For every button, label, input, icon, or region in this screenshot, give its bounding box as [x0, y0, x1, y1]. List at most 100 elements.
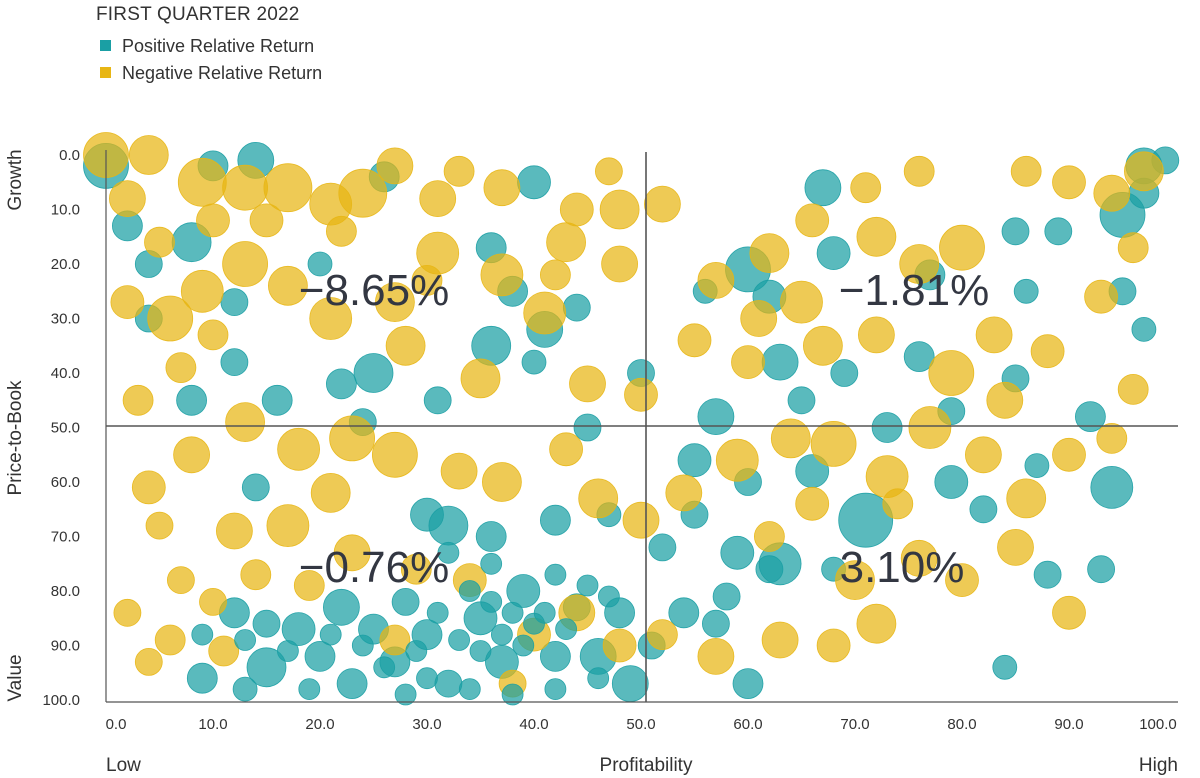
positive-point-2-0: [458, 580, 481, 602]
negative-point-1-78: [400, 553, 432, 585]
negative-point-1-118: [166, 566, 195, 594]
negative-point-1-31: [309, 297, 353, 340]
negative-point-1-64: [1052, 437, 1086, 472]
quadrant-bottom-right-value: 3.10%: [840, 543, 965, 592]
negative-point-1-9: [419, 180, 457, 218]
positive-point-0-13: [697, 398, 735, 436]
legend-swatch-positive: [100, 40, 111, 51]
positive-point-0-64: [434, 669, 463, 698]
positive-point-0-32: [1024, 453, 1050, 479]
positive-point-2-8: [533, 601, 556, 624]
negative-point-1-50: [371, 431, 418, 478]
negative-point-1-59: [810, 420, 857, 467]
positive-point-0-47: [540, 504, 571, 536]
negative-point-1-62: [965, 436, 1002, 474]
negative-point-1-25: [1084, 279, 1118, 314]
negative-point-1-38: [624, 377, 658, 412]
positive-point-2-16: [598, 585, 620, 608]
negative-point-1-4: [222, 164, 269, 211]
negative-point-1-26: [110, 285, 145, 320]
negative-point-1-114: [122, 384, 154, 416]
positive-point-0-53: [540, 641, 571, 672]
negative-point-1-18: [899, 244, 940, 284]
negative-point-1-13: [644, 185, 681, 223]
negative-point-1-22: [1093, 174, 1131, 212]
negative-point-1-85: [208, 635, 240, 667]
negative-point-1-116: [197, 319, 229, 351]
negative-point-1-2: [109, 180, 146, 218]
negative-point-1-16: [780, 280, 823, 324]
negative-point-1-7: [338, 168, 388, 218]
negative-point-1-29: [222, 241, 269, 287]
positive-point-2-12: [373, 656, 396, 679]
negative-point-1-42: [329, 415, 376, 462]
y-tick-label-2: 20.0: [51, 256, 80, 273]
positive-point-0-93: [830, 359, 859, 387]
x-tick-label-6: 60.0: [733, 716, 762, 733]
negative-point-1-47: [215, 512, 253, 550]
negative-point-1-10: [483, 169, 521, 207]
negative-point-1-102: [795, 203, 830, 238]
positive-point-2-22: [501, 683, 524, 706]
negative-point-1-80: [293, 570, 325, 601]
positive-point-2-29: [191, 623, 214, 646]
y-axis-ticks: 0.0 10.0 20.0 30.0 40.0 50.0 60.0 70.0 80.0 90.0 1…: [42, 147, 80, 709]
negative-point-1-99: [882, 488, 914, 520]
negative-point-1-71: [856, 603, 897, 644]
negative-point-1-82: [199, 588, 227, 616]
y-tick-label-9: 90.0: [51, 638, 80, 655]
positive-point-0-59: [281, 612, 316, 646]
positive-point-0-50: [668, 597, 700, 629]
negative-point-1-111: [144, 226, 175, 258]
x-axis-ticks: 0.0 10.0 20.0 30.0 40.0 50.0 60.0 70.0 80.0 90.0 1…: [106, 716, 1177, 733]
negative-point-1-36: [546, 222, 586, 263]
positive-point-0-18: [816, 236, 851, 271]
positive-point-0-75: [712, 582, 741, 611]
negative-point-1-106: [443, 155, 475, 187]
positive-point-0-68: [232, 676, 258, 702]
positive-point-2-24: [587, 667, 610, 690]
negative-point-1-101: [740, 300, 778, 337]
x-tick-label-3: 30.0: [412, 716, 441, 733]
positive-point-0-58: [322, 588, 360, 626]
negative-point-1-54: [578, 478, 619, 519]
data-points: [83, 132, 1180, 706]
positive-point-0-31: [934, 465, 969, 499]
negative-point-1-27: [147, 295, 194, 342]
positive-point-0-36: [720, 535, 755, 570]
negative-point-1-30: [267, 265, 308, 306]
positive-point-2-20: [416, 667, 438, 690]
negative-point-1-97: [754, 521, 785, 552]
negative-point-1-96: [1117, 373, 1149, 405]
negative-point-1-112: [249, 203, 284, 238]
negative-point-1-40: [460, 358, 501, 399]
positive-point-0-85: [423, 386, 452, 415]
positive-point-0-26: [1013, 278, 1039, 304]
negative-point-1-113: [325, 215, 357, 247]
negative-point-1-34: [480, 253, 524, 297]
negative-point-1-94: [986, 381, 1024, 419]
x-tick-label-10: 100.0: [1139, 716, 1177, 733]
positive-point-0-43: [1087, 555, 1115, 584]
positive-point-2-15: [576, 574, 599, 597]
positive-point-2-10: [426, 601, 449, 624]
positive-point-0-69: [391, 588, 420, 616]
negative-point-1-19: [939, 224, 985, 271]
negative-point-1-83: [154, 624, 186, 656]
positive-point-0-83: [241, 473, 270, 502]
negative-point-1-110: [196, 203, 230, 238]
quadrant-top-left-value: −8.65%: [299, 266, 449, 315]
negative-point-1-14: [697, 261, 735, 299]
legend: Positive Relative Return Negative Relati…: [100, 36, 322, 83]
positive-point-0-78: [353, 353, 394, 393]
negative-point-1-3: [177, 157, 227, 207]
x-tick-label-7: 70.0: [840, 716, 869, 733]
positive-point-2-26: [298, 678, 321, 700]
negative-point-1-15: [749, 233, 790, 274]
negative-point-1-88: [602, 628, 637, 663]
negative-point-1-17: [856, 216, 897, 257]
negative-point-1-92: [858, 316, 895, 354]
quadrant-top-right-value: −1.81%: [839, 266, 989, 315]
positive-point-0-79: [325, 368, 357, 400]
